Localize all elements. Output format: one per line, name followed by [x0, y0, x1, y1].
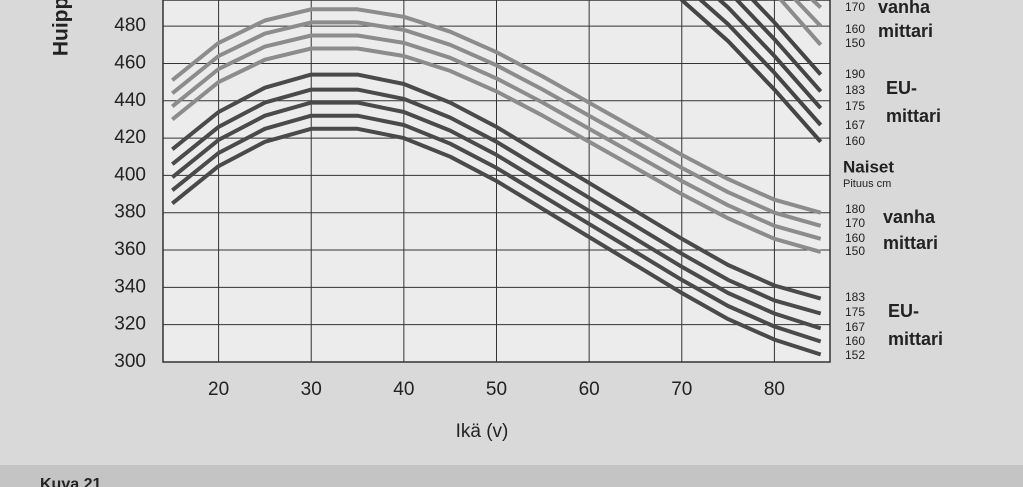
legend-label: 190 [845, 67, 865, 81]
y-tick-label: 300 [114, 351, 146, 372]
legend-label: 160 [845, 134, 865, 148]
annotation: mittari [888, 329, 943, 349]
y-tick-label: 400 [114, 164, 146, 185]
annotation: vanha [878, 0, 931, 17]
x-tick-label: 50 [486, 379, 507, 400]
legend-label: 183 [845, 83, 865, 97]
annotation: vanha [883, 207, 936, 227]
y-tick-label: 480 [114, 15, 146, 36]
annotation: Naiset [843, 157, 894, 176]
y-tick-label: 360 [114, 239, 146, 260]
x-axis-label: Ikä (v) [456, 421, 509, 442]
series-line [171, 33, 822, 241]
x-tick-label: 70 [671, 379, 692, 400]
x-tick-label: 30 [301, 379, 322, 400]
series-line [171, 20, 822, 228]
x-tick-label: 40 [393, 379, 414, 400]
series-line [678, 0, 823, 144]
legend-label: 150 [845, 36, 865, 50]
legend-label: 167 [845, 320, 865, 334]
series-line [171, 126, 822, 357]
series-line [171, 87, 822, 316]
legend-label: 160 [845, 22, 865, 36]
annotation: Pituus cm [843, 178, 891, 190]
series-line [171, 113, 822, 344]
annotation: mittari [886, 106, 941, 126]
legend-label: 160 [845, 334, 865, 348]
legend-label: 180 [845, 202, 865, 216]
legend-label: 167 [845, 118, 865, 132]
x-tick-label: 60 [579, 379, 600, 400]
legend-label: 183 [845, 290, 865, 304]
caption-band [0, 465, 1023, 487]
y-tick-label: 440 [114, 90, 146, 111]
series-line [697, 0, 823, 127]
y-tick-label: 380 [114, 202, 146, 223]
annotation: mittari [878, 21, 933, 41]
caption: Kuva 21 [40, 476, 101, 487]
series-line [171, 100, 822, 331]
y-tick-label: 420 [114, 127, 146, 148]
series-line [171, 46, 822, 254]
series-line [171, 7, 822, 215]
legend-label: 152 [845, 348, 865, 362]
series-group [171, 0, 823, 357]
legend-label: 160 [845, 231, 865, 245]
legend-label: 150 [845, 244, 865, 258]
annotation: mittari [883, 233, 938, 253]
annotation: EU- [886, 78, 917, 98]
y-tick-label: 340 [114, 276, 146, 297]
series-line [171, 72, 822, 301]
legend-label: 175 [845, 305, 865, 319]
legend-label: 175 [845, 99, 865, 113]
annotation: EU- [888, 301, 919, 321]
y-tick-label: 460 [114, 52, 146, 73]
legend-label: 170 [845, 216, 865, 230]
y-tick-label: 320 [114, 314, 146, 335]
x-tick-label: 20 [208, 379, 229, 400]
x-tick-label: 80 [764, 379, 785, 400]
y-axis-label: Huippu [50, 0, 73, 56]
legend-label: 170 [845, 0, 865, 14]
